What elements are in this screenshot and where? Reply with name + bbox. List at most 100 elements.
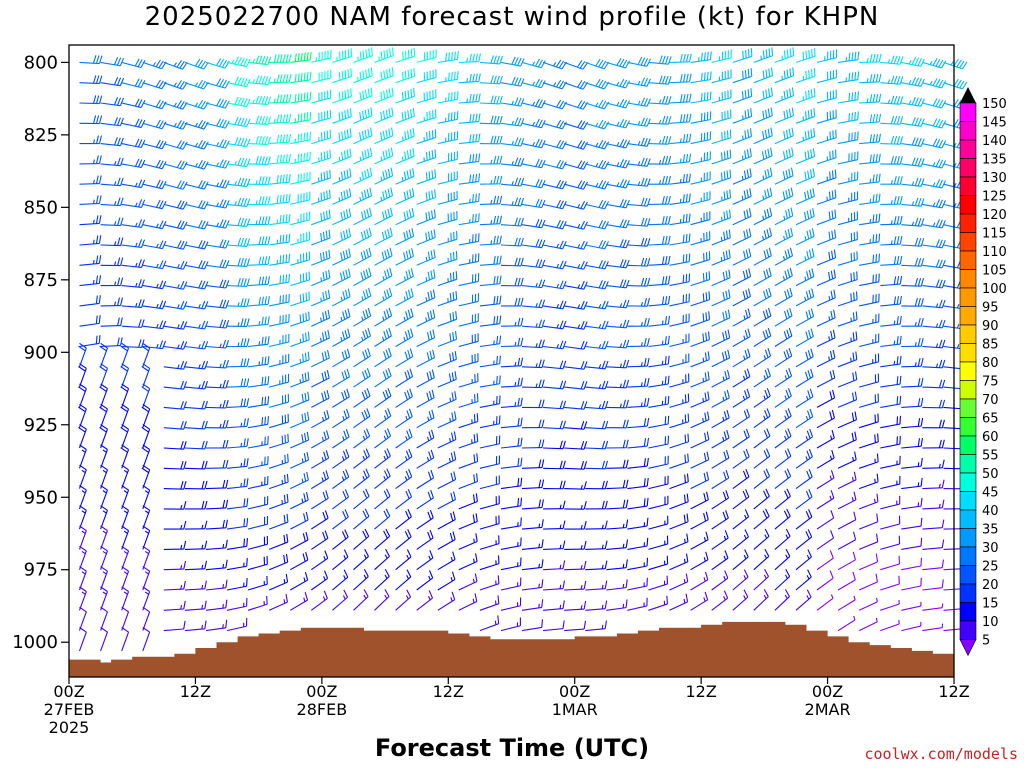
wind-barb [290, 211, 311, 226]
colorbar-label: 45 [982, 486, 999, 501]
wind-barb [184, 320, 209, 330]
wind-barb [880, 315, 902, 327]
wind-barb [901, 337, 924, 348]
wind-barb [543, 480, 566, 490]
wind-barb [374, 287, 393, 307]
wind-barb [142, 320, 167, 330]
wind-barb [880, 375, 902, 388]
wind-barb [922, 359, 946, 369]
wind-barb [184, 460, 208, 470]
wind-barb [564, 501, 587, 510]
wind-barb [795, 108, 816, 124]
wind-barb [78, 383, 87, 408]
colorbar-swatch [959, 158, 977, 178]
wind-barb [922, 279, 946, 289]
wind-barb [395, 569, 412, 591]
wind-barb [500, 377, 524, 388]
wind-barb [669, 413, 690, 429]
colorbar-swatch [959, 121, 977, 141]
wind-barb [858, 553, 879, 571]
wind-barb [121, 239, 146, 248]
wind-barb [627, 157, 651, 167]
wind-barb [564, 300, 588, 310]
wind-barb [901, 157, 925, 167]
wind-barb [732, 228, 752, 246]
wind-barb [543, 560, 566, 571]
wind-barb [648, 375, 670, 388]
wind-barb [332, 128, 352, 145]
wind-barb [226, 197, 251, 207]
wind-barb [564, 180, 588, 190]
colorbar-label: 95 [982, 301, 999, 316]
wind-barb [837, 371, 858, 388]
wind-barb [564, 280, 588, 290]
wind-barb [880, 295, 903, 307]
wind-barb [753, 287, 772, 307]
wind-barb [585, 380, 609, 390]
wind-barb [100, 566, 108, 591]
wind-barb [795, 248, 815, 266]
wind-barb [437, 451, 457, 469]
wind-barb [732, 68, 753, 84]
wind-barb [669, 193, 691, 205]
colorbar-label: 110 [982, 245, 1007, 260]
wind-barb [163, 60, 188, 70]
wind-barb [353, 307, 372, 327]
wind-barb [753, 207, 773, 226]
wind-barb [858, 513, 879, 530]
wind-barb [606, 379, 630, 389]
wind-barb [311, 450, 330, 469]
wind-barb [205, 359, 229, 369]
wind-barb [353, 569, 369, 591]
wind-barb [880, 515, 901, 530]
wind-barb [690, 131, 712, 145]
wind-barb [226, 378, 250, 388]
wind-barb [521, 118, 546, 129]
wind-barb [521, 599, 544, 611]
wind-barb [458, 453, 479, 469]
wind-barb [732, 88, 753, 104]
wind-barb [901, 237, 925, 247]
wind-barb [269, 253, 291, 266]
wind-barb [837, 431, 857, 449]
wind-barb [858, 573, 878, 591]
wind-barb [711, 550, 729, 571]
wind-barb [79, 195, 102, 205]
wind-barb [711, 169, 732, 185]
wind-barb [121, 545, 130, 570]
wind-barb [374, 408, 392, 429]
wind-barb [78, 444, 87, 469]
wind-barb [922, 98, 947, 109]
wind-barb [163, 240, 188, 250]
wind-barb [648, 176, 672, 185]
wind-barb [374, 147, 394, 165]
wind-barb [753, 408, 771, 429]
wind-barb [669, 473, 689, 490]
wind-barb [795, 549, 812, 571]
wind-barb [500, 56, 525, 67]
wind-barb [121, 179, 146, 189]
wind-barb [458, 133, 481, 145]
wind-barb [795, 408, 814, 429]
wind-barb [500, 197, 525, 207]
wind-barb [732, 368, 751, 388]
colorbar-label: 80 [982, 356, 999, 371]
wind-barb [458, 233, 480, 246]
wind-barb [100, 317, 123, 327]
wind-barb [205, 419, 229, 429]
wind-barb [353, 468, 370, 490]
wind-barb [79, 295, 101, 307]
wind-barb [837, 271, 858, 287]
wind-barb [795, 128, 816, 145]
wind-barb [669, 453, 689, 469]
colorbar-swatch [959, 509, 977, 529]
wind-barb [648, 55, 672, 65]
wind-barb [500, 117, 525, 127]
wind-barb [458, 153, 481, 165]
y-tick-label: 925 [24, 415, 58, 436]
wind-barb [521, 519, 544, 530]
wind-barb [332, 449, 350, 469]
wind-barb [205, 219, 230, 229]
wind-barb [290, 451, 310, 469]
wind-barb [269, 393, 290, 408]
